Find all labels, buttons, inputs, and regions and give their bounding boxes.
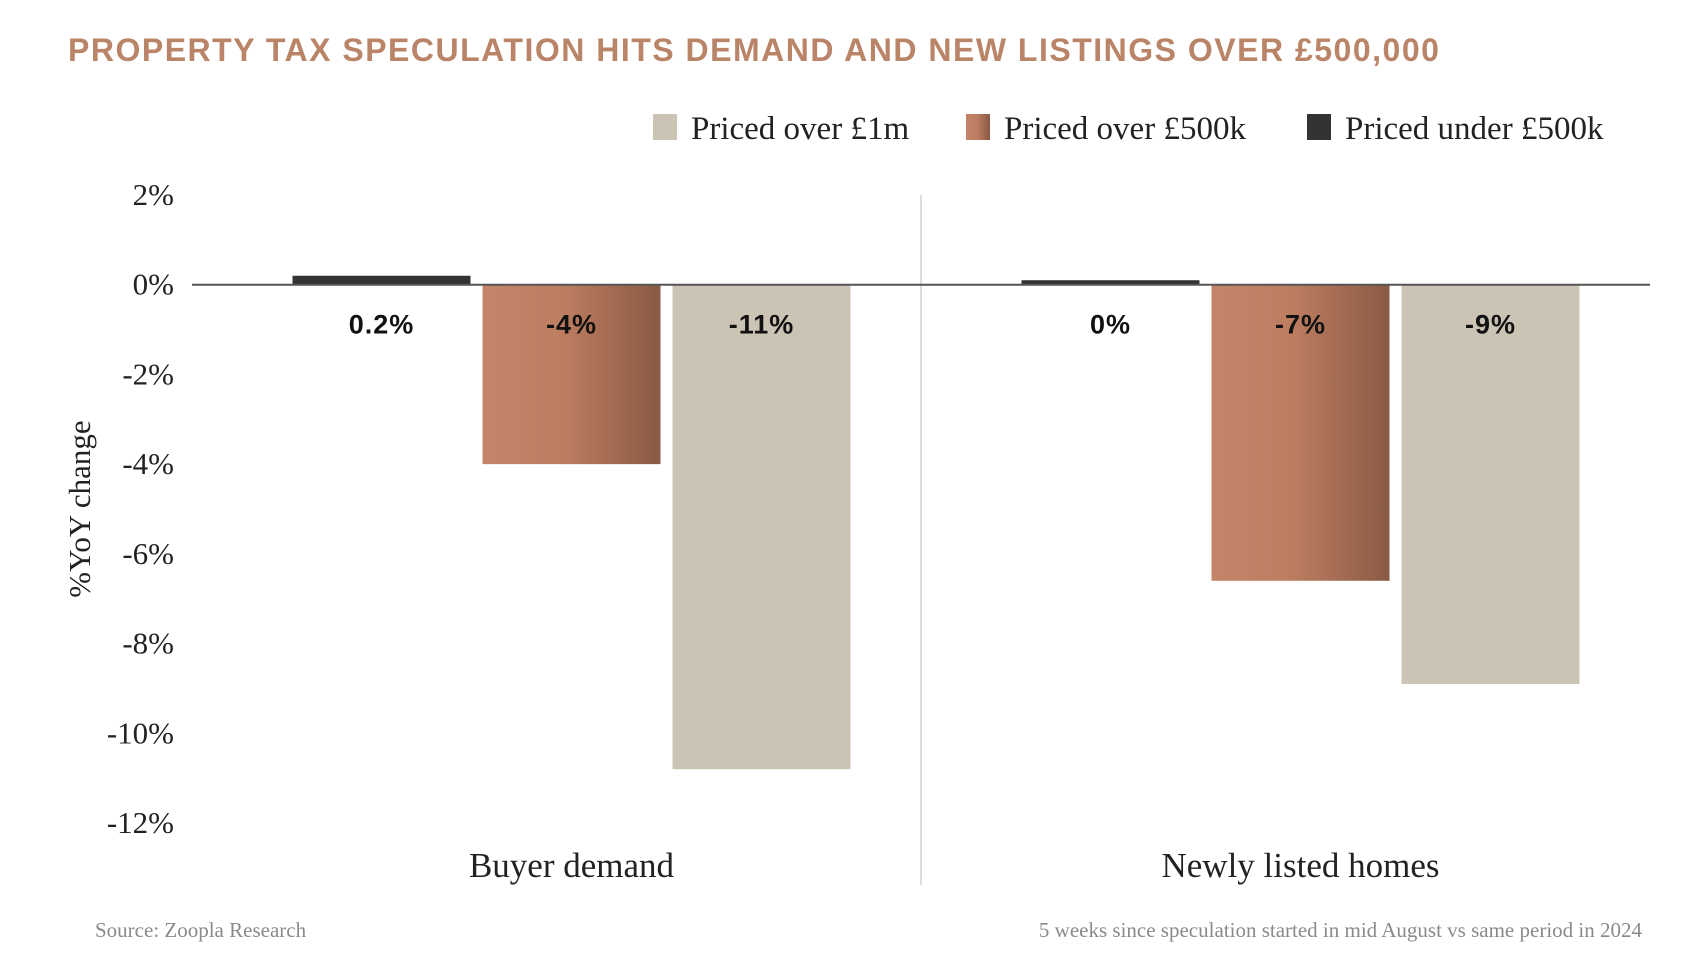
data-label: 0% [1090, 310, 1131, 340]
y-tick-label: -10% [107, 715, 174, 750]
y-tick-label: -12% [107, 805, 174, 840]
bars: 0.2% -4% -11% 0% -7% -9% [192, 275, 1650, 770]
y-axis-label: %YoY change [62, 420, 97, 597]
y-tick-label: -4% [122, 446, 174, 481]
legend-swatch [653, 114, 677, 140]
x-axis: Buyer demand Newly listed homes [469, 846, 1440, 885]
period-note: 5 weeks since speculation started in mid… [1038, 918, 1642, 942]
bar-priced-over-500k-0 [482, 284, 661, 465]
y-axis: 2% 0% -2% -4% -6% -8% -10% -12% %YoY change [62, 177, 922, 885]
bar-priced-over-1m-0 [672, 284, 851, 770]
source-note: Source: Zoopla Research [95, 918, 307, 942]
y-tick-label: 0% [133, 267, 174, 302]
data-label: -4% [546, 310, 597, 340]
y-tick-label: -8% [122, 626, 174, 661]
legend-swatch [1307, 114, 1331, 140]
x-category-label: Buyer demand [469, 846, 675, 885]
bar-priced-over-1m-1 [1401, 284, 1580, 684]
bar-priced-under-500k-0 [292, 275, 471, 285]
y-tick-label: -2% [122, 356, 174, 391]
x-category-label: Newly listed homes [1161, 846, 1439, 885]
data-label: -7% [1275, 310, 1326, 340]
bar-priced-under-500k-1 [1021, 280, 1200, 285]
bar-priced-over-500k-1 [1211, 284, 1390, 581]
legend-label: Priced over £500k [1004, 111, 1246, 147]
legend-label: Priced under £500k [1345, 111, 1604, 147]
data-label: -9% [1465, 310, 1516, 340]
y-tick-label: 2% [133, 177, 174, 212]
data-label: -11% [729, 310, 795, 340]
y-tick-label: -6% [122, 536, 174, 571]
legend-label: Priced over £1m [691, 111, 909, 147]
data-label: 0.2% [349, 310, 415, 340]
chart-title: PROPERTY TAX SPECULATION HITS DEMAND AND… [68, 32, 1441, 68]
legend: Priced over £1m Priced over £500k Priced u… [653, 111, 1604, 147]
legend-swatch [966, 114, 990, 140]
